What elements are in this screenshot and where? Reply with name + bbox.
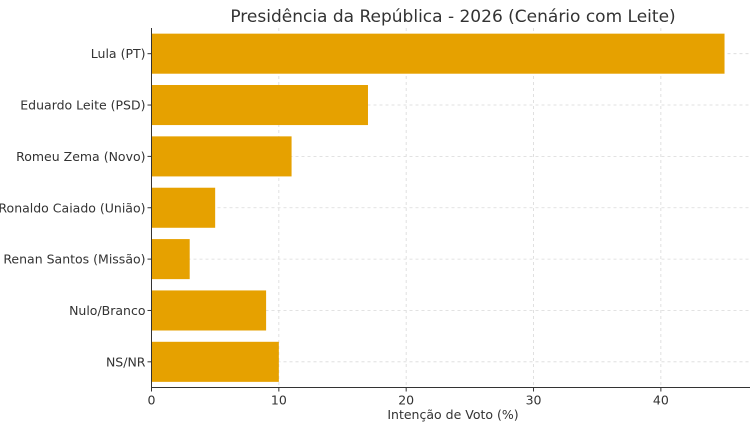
bar-0 (151, 33, 725, 74)
x-tick-label: 30 (526, 393, 542, 408)
chart-title: Presidência da República - 2026 (Cenário… (230, 7, 675, 27)
bar-3 (151, 187, 216, 228)
bars (151, 33, 725, 382)
bar-6 (151, 341, 279, 382)
bar-2 (151, 136, 292, 177)
y-tick-label: Romeu Zema (Novo) (16, 149, 145, 164)
bar-5 (151, 290, 267, 331)
x-tick-label: 0 (148, 393, 156, 408)
bar-1 (151, 85, 368, 126)
y-tick-label: Eduardo Leite (PSD) (20, 98, 145, 113)
grid (151, 28, 750, 388)
y-tick-label: Ronaldo Caiado (União) (0, 200, 146, 215)
y-tick-label: Renan Santos (Missão) (3, 252, 145, 267)
y-tick-label: NS/NR (106, 354, 146, 369)
y-tick-label: Nulo/Branco (69, 303, 145, 318)
x-tick-label: 40 (653, 393, 669, 408)
y-axis-ticks: Lula (PT) Eduardo Leite (PSD) Romeu Zema (… (0, 46, 152, 369)
y-tick-label: Lula (PT) (91, 46, 146, 61)
x-tick-label: 20 (398, 393, 414, 408)
bar-4 (151, 239, 190, 280)
x-axis-ticks: 0 10 20 30 40 (148, 387, 669, 408)
axes (151, 28, 750, 388)
x-tick-label: 10 (271, 393, 287, 408)
x-axis-label: Intenção de Voto (%) (387, 407, 518, 422)
